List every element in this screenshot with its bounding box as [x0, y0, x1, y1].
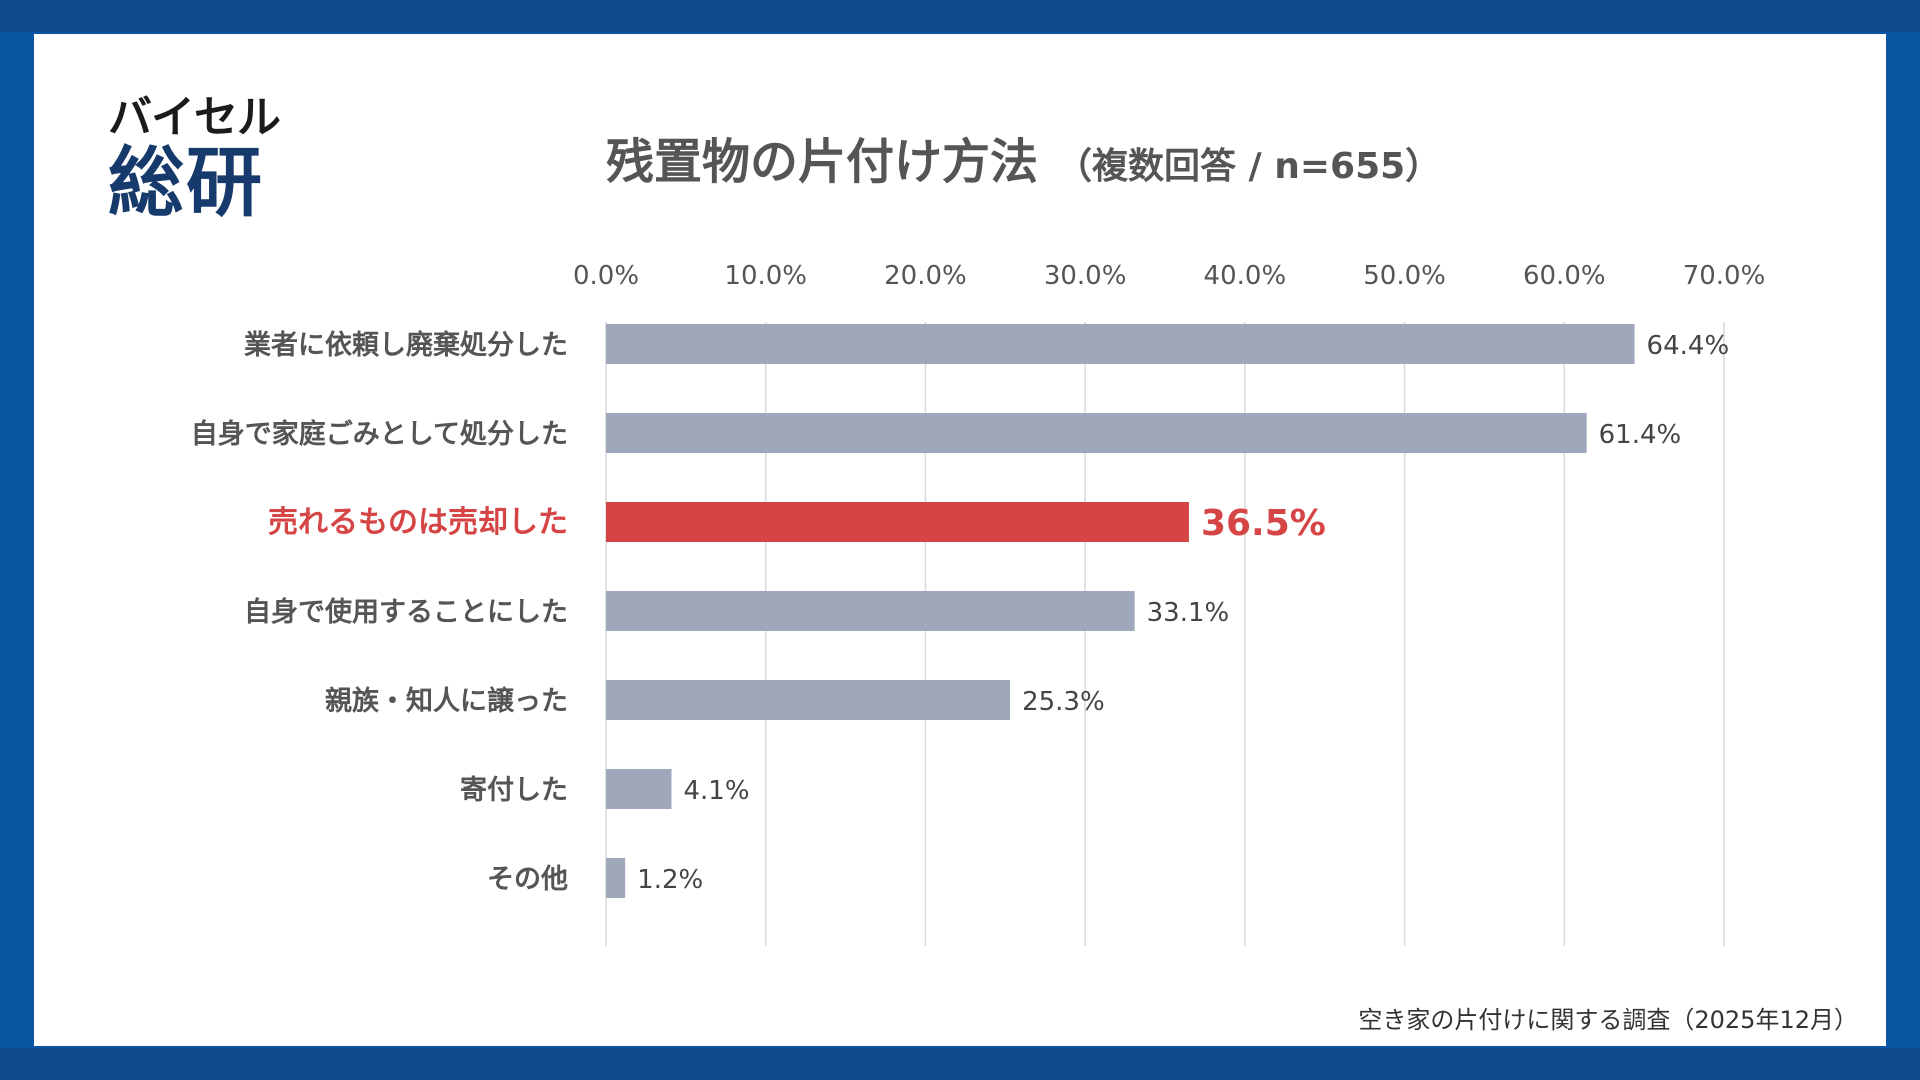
- frame-bottom-bar: [0, 1048, 1920, 1080]
- x-tick-label: 50.0%: [1363, 261, 1446, 291]
- category-label: 寄付した: [460, 774, 568, 806]
- value-labels: 64.4% 61.4% 36.5% 33.1% 25.3% 4.1% 1.2%: [637, 331, 1729, 895]
- x-tick-label: 30.0%: [1044, 261, 1127, 291]
- x-tick-label: 70.0%: [1683, 261, 1766, 291]
- x-tick-label: 60.0%: [1523, 261, 1606, 291]
- x-tick-label: 0.0%: [573, 261, 639, 291]
- category-label: 自身で使用することにした: [244, 596, 568, 628]
- value-label: 36.5%: [1201, 503, 1326, 544]
- category-label: 自身で家庭ごみとして処分した: [191, 418, 568, 450]
- category-label: 親族・知人に譲った: [325, 685, 568, 717]
- category-labels: 業者に依頼し廃棄処分した自身で家庭ごみとして処分した売れるものは売却した自身で使…: [191, 329, 568, 895]
- bar: [606, 591, 1135, 631]
- source-note: 空き家の片付けに関する調査（2025年12月）: [1358, 1006, 1858, 1034]
- chart-title-block: 残置物の片付け方法 （複数回答 / n=655）: [606, 122, 1441, 192]
- bar-highlight: [606, 502, 1189, 542]
- value-label: 61.4%: [1599, 420, 1682, 450]
- x-tick-label: 20.0%: [884, 261, 967, 291]
- tick-labels: 0.0% 10.0% 20.0% 30.0% 40.0% 50.0% 60.0% 70.0%: [573, 261, 1765, 291]
- chart-title: 残置物の片付け方法: [606, 134, 1039, 190]
- value-label: 33.1%: [1147, 598, 1230, 628]
- x-tick-label: 10.0%: [724, 261, 807, 291]
- bar: [606, 413, 1587, 453]
- logo: バイセル 総研: [108, 94, 283, 224]
- category-label: その他: [487, 864, 568, 895]
- bars: [606, 324, 1635, 898]
- value-label: 25.3%: [1022, 687, 1105, 717]
- bar: [606, 324, 1635, 364]
- value-label: 4.1%: [683, 776, 749, 806]
- bar: [606, 769, 672, 809]
- bar: [606, 858, 626, 898]
- bar: [606, 680, 1011, 720]
- logo-text-top: バイセル: [108, 92, 281, 143]
- frame-top-bar: [0, 0, 1920, 32]
- x-tick-label: 40.0%: [1204, 261, 1287, 291]
- category-label: 業者に依頼し廃棄処分した: [244, 329, 568, 361]
- category-label: 売れるものは売却した: [268, 505, 568, 540]
- chart-subtitle: （複数回答 / n=655）: [1056, 146, 1442, 187]
- value-label: 1.2%: [637, 865, 703, 895]
- value-label: 64.4%: [1647, 331, 1730, 361]
- logo-text-bottom: 総研: [108, 138, 264, 227]
